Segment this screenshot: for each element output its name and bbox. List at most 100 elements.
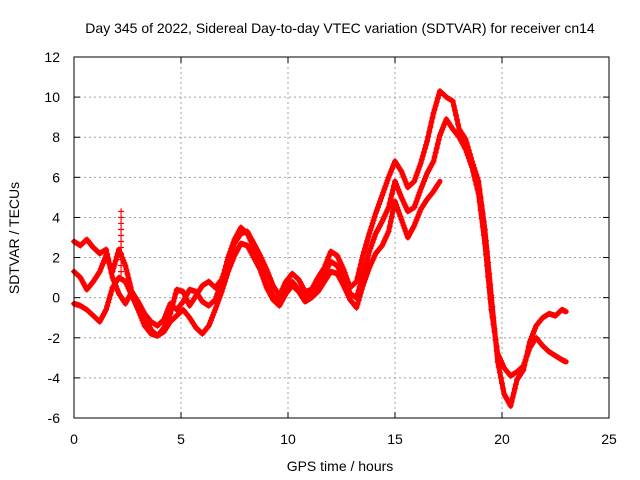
data-point	[258, 269, 265, 276]
data-point	[118, 208, 125, 215]
data-point	[394, 183, 401, 190]
data-point	[448, 97, 455, 104]
data-point	[419, 152, 426, 159]
data-point	[325, 253, 332, 260]
data-point	[103, 306, 110, 313]
data-point	[375, 201, 382, 208]
data-point	[229, 242, 236, 249]
data-point	[400, 173, 407, 180]
data-point	[469, 164, 476, 171]
data-point	[220, 281, 227, 288]
data-point	[358, 256, 365, 263]
data-point	[221, 278, 228, 285]
data-point	[366, 230, 373, 237]
data-point	[429, 114, 436, 121]
data-point	[107, 291, 114, 298]
data-point	[454, 116, 461, 123]
data-point	[226, 265, 233, 272]
data-point	[225, 254, 232, 261]
data-point	[118, 268, 125, 275]
data-point	[243, 229, 250, 236]
data-point	[105, 257, 112, 264]
data-point	[354, 274, 361, 281]
data-point	[387, 195, 394, 202]
data-point	[140, 320, 147, 327]
data-point	[261, 278, 268, 285]
data-point	[117, 249, 124, 256]
data-point	[123, 266, 130, 273]
data-point	[386, 171, 393, 178]
data-point	[436, 132, 443, 139]
data-point	[355, 297, 362, 304]
series-track-2	[71, 116, 569, 379]
data-point	[450, 102, 457, 109]
data-point	[434, 140, 441, 147]
y-tick-label: 4	[52, 209, 60, 225]
data-point	[465, 155, 472, 162]
data-point	[530, 330, 537, 337]
data-point	[364, 237, 371, 244]
data-point	[121, 277, 128, 284]
data-point	[432, 149, 439, 156]
data-point	[205, 322, 212, 329]
y-tick-label: 2	[52, 250, 60, 266]
data-point	[416, 163, 423, 170]
data-point	[366, 248, 373, 255]
data-point	[477, 207, 484, 214]
data-point	[382, 183, 389, 190]
data-point	[118, 232, 125, 239]
data-point	[121, 259, 128, 266]
data-point	[528, 333, 535, 340]
data-point	[110, 264, 117, 271]
data-point	[388, 166, 395, 173]
data-point	[491, 328, 498, 335]
data-point	[373, 207, 380, 214]
data-point	[353, 304, 360, 311]
data-point	[379, 192, 386, 199]
data-marks	[71, 88, 569, 409]
data-point	[358, 286, 365, 293]
data-point	[495, 364, 502, 371]
data-point	[500, 385, 507, 392]
data-point	[519, 363, 526, 370]
data-point	[224, 271, 231, 278]
data-point	[440, 124, 447, 131]
data-point	[412, 201, 419, 208]
data-point	[449, 98, 456, 105]
data-point	[402, 228, 409, 235]
data-point	[333, 251, 340, 258]
data-point	[466, 158, 473, 165]
data-point	[520, 362, 527, 369]
data-point	[107, 263, 114, 270]
data-point	[394, 204, 401, 211]
data-point	[485, 273, 492, 280]
data-point	[118, 250, 125, 257]
data-point	[97, 265, 104, 272]
data-point	[118, 226, 125, 233]
data-point	[262, 281, 269, 288]
data-point	[360, 279, 367, 286]
data-point	[522, 356, 529, 363]
data-point	[211, 309, 218, 316]
data-point	[492, 336, 499, 343]
data-point	[384, 177, 391, 184]
data-point	[225, 268, 232, 275]
data-point	[387, 218, 394, 225]
data-point	[114, 287, 121, 294]
data-point	[257, 266, 264, 273]
data-point	[411, 204, 418, 211]
data-point	[490, 321, 497, 328]
data-point	[398, 168, 405, 175]
data-point	[264, 269, 271, 276]
data-point	[118, 238, 125, 245]
data-point	[418, 183, 425, 190]
data-point	[179, 300, 186, 307]
data-point	[102, 247, 109, 254]
data-point	[419, 181, 426, 188]
axis-ticks: 0 5 10 15 20 25 -6 -4 -2 0 2 4 6 8 10 12	[44, 49, 617, 447]
data-point	[389, 187, 396, 194]
data-point	[430, 158, 437, 165]
data-point	[512, 381, 519, 388]
data-point	[415, 192, 422, 199]
data-point	[362, 245, 369, 252]
